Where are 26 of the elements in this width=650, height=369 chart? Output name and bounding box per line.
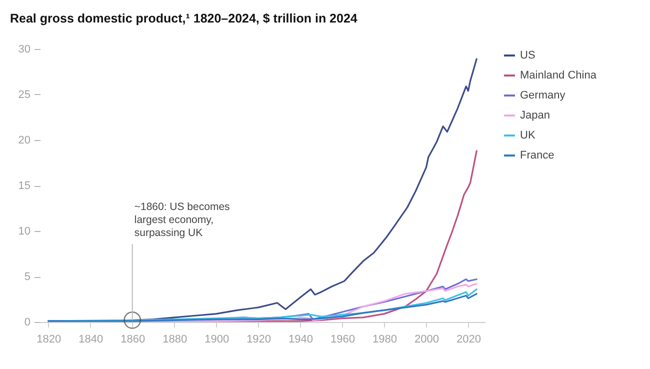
x-tick-label: 1960 bbox=[330, 334, 356, 346]
y-tick-label: 0 bbox=[24, 316, 30, 328]
x-tick-label: 1940 bbox=[288, 334, 314, 346]
legend-label: US bbox=[520, 50, 536, 62]
y-tick-label: 10 bbox=[18, 226, 30, 238]
chart-title: Real gross domestic product,¹ 1820–2024, $ trillion in 2024 bbox=[10, 12, 358, 26]
x-tick-label: 1840 bbox=[78, 334, 104, 346]
x-tick-label: 1920 bbox=[246, 334, 272, 346]
x-tick-label: 1820 bbox=[36, 334, 62, 346]
x-tick-label: 2000 bbox=[414, 334, 439, 346]
x-tick-label: 2020 bbox=[456, 334, 481, 346]
legend-label: France bbox=[520, 150, 554, 162]
x-tick-label: 1860 bbox=[120, 334, 146, 346]
y-tick-label: 20 bbox=[18, 134, 30, 146]
y-tick-label: 15 bbox=[18, 180, 30, 192]
x-tick-label: 1880 bbox=[162, 334, 188, 346]
y-tick-label: 30 bbox=[18, 44, 30, 56]
annotation: ~1860: US becomes largest economy, surpassing UK bbox=[134, 201, 230, 240]
x-tick-label: 1900 bbox=[204, 334, 230, 346]
legend-label: Mainland China bbox=[520, 70, 598, 82]
legend-label: UK bbox=[520, 130, 536, 142]
legend-label: Japan bbox=[520, 110, 550, 122]
x-tick-label: 1980 bbox=[372, 334, 397, 346]
legend-label: Germany bbox=[520, 90, 566, 102]
y-tick-label: 25 bbox=[18, 89, 30, 101]
y-tick-label: 5 bbox=[24, 271, 30, 283]
